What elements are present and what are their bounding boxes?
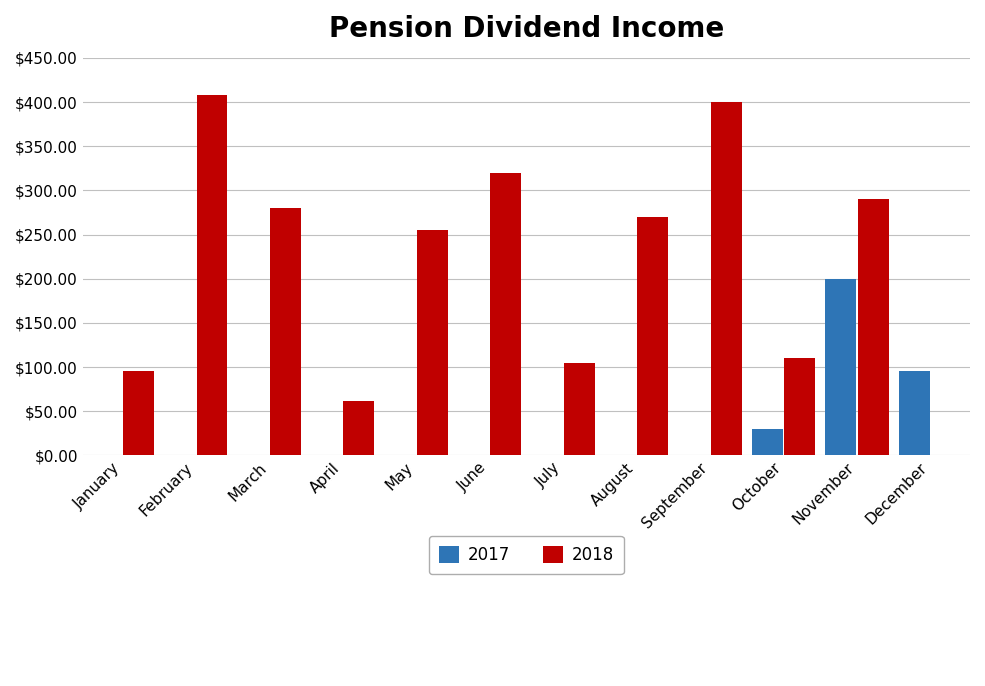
Legend: 2017, 2018: 2017, 2018 — [429, 536, 624, 574]
Bar — [899, 372, 930, 456]
Title: Pension Dividend Income: Pension Dividend Income — [329, 15, 724, 43]
Bar — [491, 173, 521, 456]
Bar — [344, 401, 374, 456]
Bar — [752, 429, 783, 456]
Bar — [270, 208, 300, 456]
Bar — [123, 372, 154, 456]
Bar — [637, 217, 668, 456]
Bar — [417, 230, 448, 456]
Bar — [825, 279, 856, 456]
Bar — [197, 95, 228, 456]
Bar — [711, 102, 742, 456]
Bar — [858, 199, 888, 456]
Bar — [563, 363, 595, 456]
Bar — [784, 358, 815, 456]
